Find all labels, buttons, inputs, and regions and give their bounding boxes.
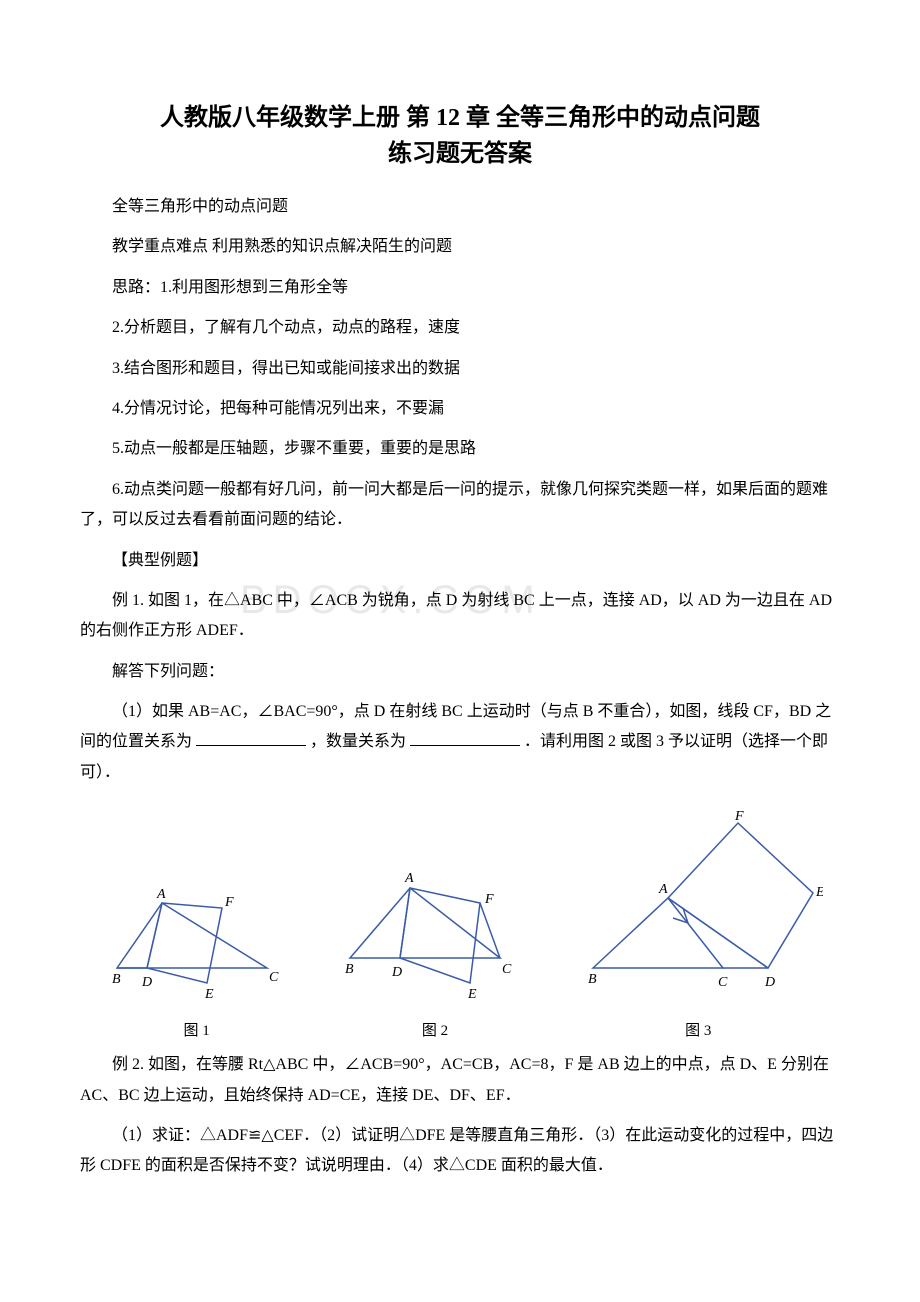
- paragraph: 全等三角形中的动点问题: [80, 192, 840, 222]
- label-B: B: [112, 972, 121, 987]
- fig2-caption: 图 2: [330, 1019, 540, 1040]
- label-A: A: [156, 887, 166, 902]
- label-C: C: [718, 975, 728, 990]
- label-A: A: [658, 882, 668, 897]
- diagram-1-svg: B D A F E C: [97, 868, 297, 1008]
- diagram-row: B D A F E C 图 1 B D: [80, 808, 840, 1040]
- diagram-2: B D A F E C 图 2: [330, 858, 540, 1040]
- paragraph: 思路：1.利用图形想到三角形全等: [80, 273, 840, 303]
- label-F: F: [734, 809, 744, 824]
- diagram-3-svg: B C D A F E: [573, 808, 823, 1008]
- diagram-1: B D A F E C 图 1: [97, 868, 297, 1040]
- label-C: C: [269, 970, 279, 985]
- label-F: F: [224, 895, 234, 910]
- label-E: E: [204, 987, 214, 1002]
- paragraph: 解答下列问题：: [80, 657, 840, 687]
- diagram-2-svg: B D A F E C: [330, 858, 540, 1008]
- paragraph: 2.分析题目，了解有几个动点，动点的路程，速度: [80, 313, 840, 343]
- fig1-caption: 图 1: [97, 1019, 297, 1040]
- title-line-2: 练习题无答案: [388, 141, 532, 167]
- label-A: A: [404, 871, 414, 886]
- title-line-1: 人教版八年级数学上册 第 12 章 全等三角形中的动点问题: [160, 105, 760, 131]
- diagram-3: B C D A F E 图 3: [573, 808, 823, 1040]
- label-B: B: [588, 972, 597, 987]
- blank-field: [410, 729, 520, 746]
- paragraph: 5.动点一般都是压轴题，步骤不重要，重要的是思路: [80, 434, 840, 464]
- label-E: E: [815, 885, 823, 900]
- text-frag: ，数量关系为: [310, 733, 406, 750]
- blank-field: [196, 729, 306, 746]
- label-F: F: [484, 892, 494, 907]
- paragraph: （1）求证：△ADF≌△CEF．（2）试证明△DFE 是等腰直角三角形．（3）在…: [80, 1121, 840, 1182]
- label-D: D: [141, 975, 152, 990]
- page-title: 人教版八年级数学上册 第 12 章 全等三角形中的动点问题 练习题无答案: [80, 100, 840, 172]
- paragraph: 例 2. 如图，在等腰 Rt△ABC 中，∠ACB=90°，AC=CB，AC=8…: [80, 1050, 840, 1111]
- paragraph: 教学重点难点 利用熟悉的知识点解决陌生的问题: [80, 232, 840, 262]
- label-B: B: [345, 962, 354, 977]
- paragraph: 例 1. 如图 1，在△ABC 中，∠ACB 为锐角，点 D 为射线 BC 上一…: [80, 586, 840, 647]
- paragraph: 6.动点类问题一般都有好几问，前一问大都是后一问的提示，就像几何探究类题一样，如…: [80, 475, 840, 536]
- label-E: E: [467, 987, 477, 1002]
- paragraph: 4.分情况讨论，把每种可能情况列出来，不要漏: [80, 394, 840, 424]
- fig3-caption: 图 3: [573, 1019, 823, 1040]
- label-D: D: [391, 965, 402, 980]
- paragraph: 3.结合图形和题目，得出已知或能间接求出的数据: [80, 354, 840, 384]
- paragraph: 【典型例题】: [80, 546, 840, 576]
- paragraph-fill-blank: （1）如果 AB=AC，∠BAC=90°，点 D 在射线 BC 上运动时（与点 …: [80, 697, 840, 788]
- label-C: C: [502, 962, 512, 977]
- label-D: D: [764, 975, 775, 990]
